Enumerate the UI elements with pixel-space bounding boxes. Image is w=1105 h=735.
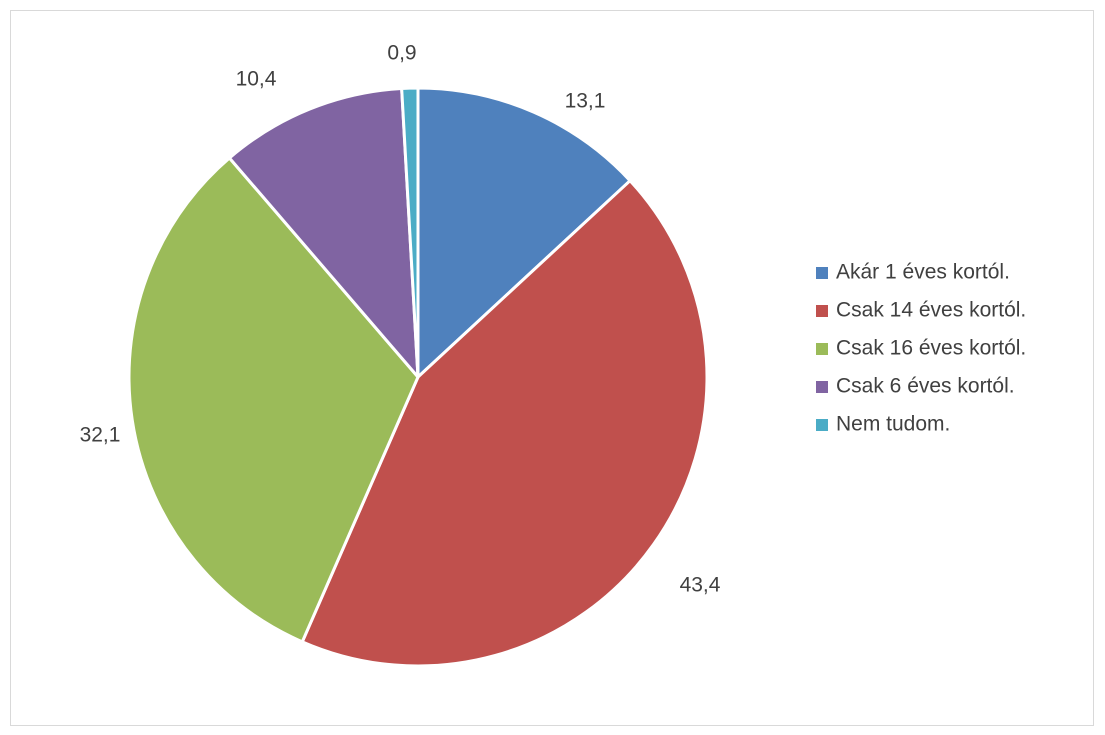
legend-label-2: Csak 14 éves kortól. (836, 299, 1026, 322)
data-label-4: 10,4 (236, 68, 277, 91)
legend-label-5: Nem tudom. (836, 413, 950, 436)
pie-slice-5 (400, 86, 420, 379)
pie-slice-1 (416, 86, 632, 379)
legend-swatch-1 (816, 267, 828, 279)
data-label-3: 32,1 (80, 424, 121, 447)
legend-swatch-5 (816, 419, 828, 431)
data-label-2: 43,4 (680, 574, 721, 597)
data-labels: 13,1 43,4 32,1 10,4 0,9 (80, 42, 721, 597)
legend-swatch-4 (816, 381, 828, 393)
legend-label-3: Csak 16 éves kortól. (836, 337, 1026, 360)
legend: Akár 1 éves kortól. Csak 14 éves kortól. C… (816, 261, 1026, 436)
legend-label-4: Csak 6 éves kortól. (836, 375, 1015, 398)
legend-swatch-3 (816, 343, 828, 355)
pie-slices (127, 86, 709, 668)
pie-slice-3 (127, 156, 420, 644)
pie-slice-2 (300, 179, 709, 668)
legend-label-1: Akár 1 éves kortól. (836, 261, 1010, 284)
data-label-5: 0,9 (387, 42, 416, 65)
data-label-1: 13,1 (565, 90, 606, 113)
legend-swatch-2 (816, 305, 828, 317)
pie-slice-4 (227, 86, 420, 379)
